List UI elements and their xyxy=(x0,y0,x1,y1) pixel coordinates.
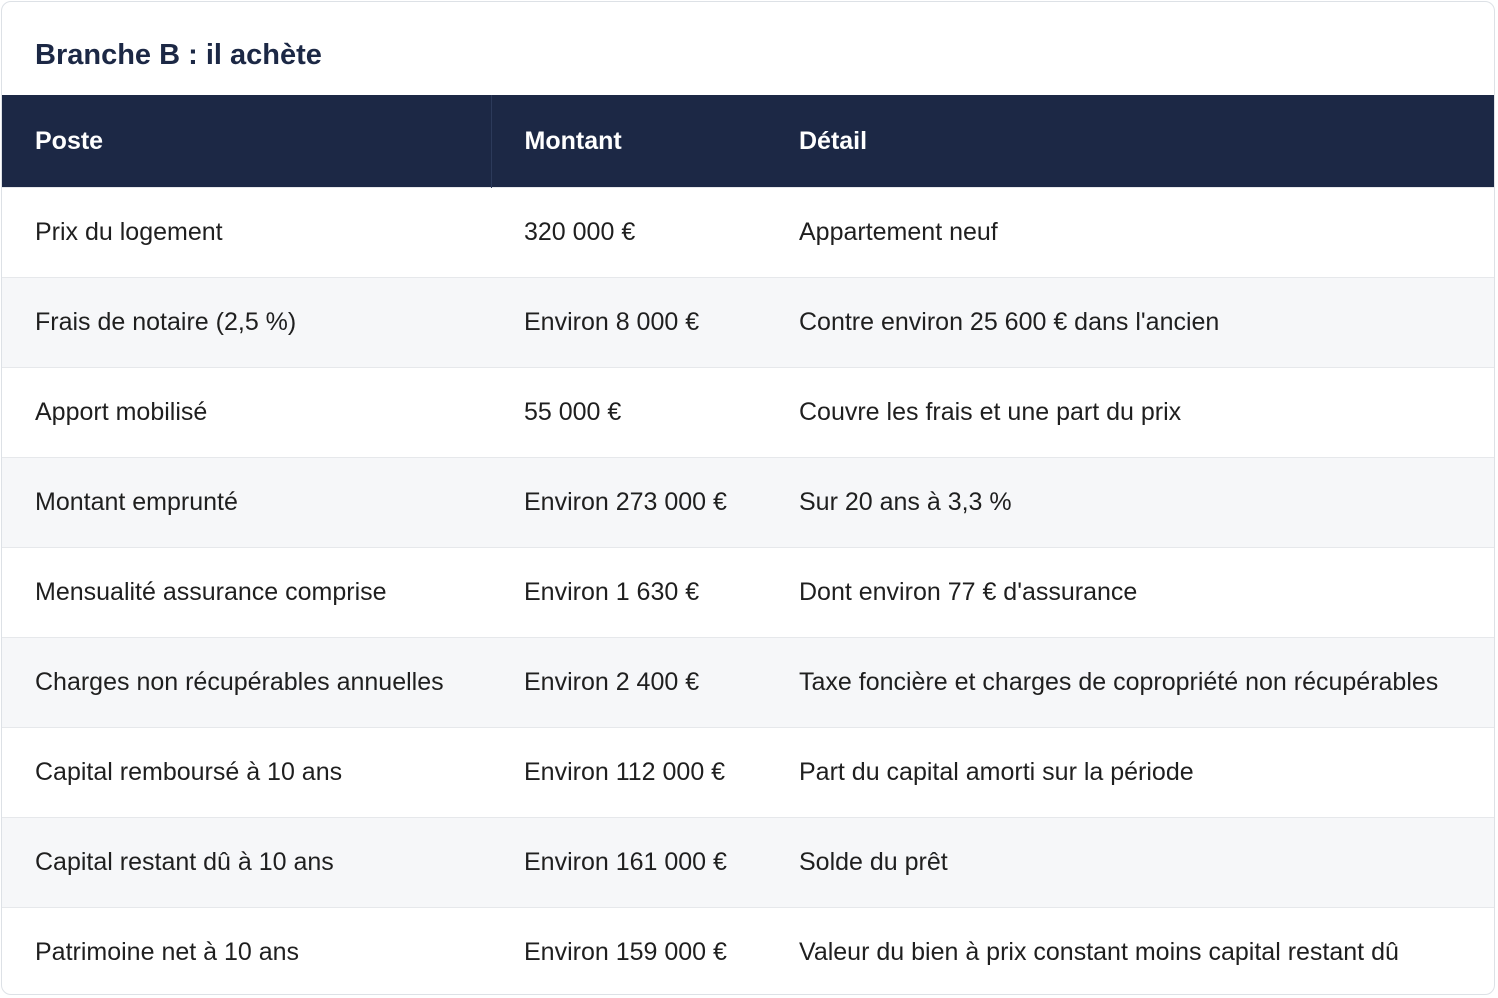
header-row: Poste Montant Détail xyxy=(2,95,1494,188)
table-cell: Environ 2 400 € xyxy=(491,637,766,728)
table-cell: 55 000 € xyxy=(491,367,766,458)
table-cell: Dont environ 77 € d'assurance xyxy=(766,547,1494,638)
table-cell: Mensualité assurance comprise xyxy=(2,547,491,638)
table-cell: Environ 112 000 € xyxy=(491,727,766,818)
table-row: Prix du logement 320 000 € Appartement neu… xyxy=(2,187,1494,278)
table-cell: Patrimoine net à 10 ans xyxy=(2,907,491,994)
table-cell: Taxe foncière et charges de copropriété … xyxy=(766,637,1494,728)
column-header: Poste xyxy=(2,95,492,188)
column-header: Montant xyxy=(491,95,766,188)
table-cell: Environ 1 630 € xyxy=(491,547,766,638)
table-cell: Appartement neuf xyxy=(766,187,1494,278)
table-cell: Montant emprunté xyxy=(2,457,491,548)
table-cell: Prix du logement xyxy=(2,187,491,278)
table-cell: 320 000 € xyxy=(491,187,766,278)
table-row: Capital remboursé à 10 ans Environ 112 00… xyxy=(2,727,1494,818)
table-cell: Contre environ 25 600 € dans l'ancien xyxy=(766,277,1494,368)
table: Poste Montant Détail Prix du logement 320 0… xyxy=(2,95,1494,994)
table-cell: Apport mobilisé xyxy=(2,367,491,458)
table-body: Prix du logement 320 000 € Appartement neu… xyxy=(2,187,1494,994)
table-row: Patrimoine net à 10 ans Environ 159 000 €… xyxy=(2,907,1494,994)
table-cell: Capital remboursé à 10 ans xyxy=(2,727,491,818)
table-row: Montant emprunté Environ 273 000 € Sur 20 … xyxy=(2,457,1494,548)
card-title: Branche B : il achète xyxy=(35,39,322,71)
table-cell: Charges non récupérables annuelles xyxy=(2,637,491,728)
table-cell: Capital restant dû à 10 ans xyxy=(2,817,491,908)
table-cell: Valeur du bien à prix constant moins cap… xyxy=(766,907,1494,994)
table-cell: Environ 8 000 € xyxy=(491,277,766,368)
table-row: Frais de notaire (2,5 %) Environ 8 000 € C… xyxy=(2,277,1494,368)
table-cell: Frais de notaire (2,5 %) xyxy=(2,277,491,368)
table-row: Charges non récupérables annuelles Enviro… xyxy=(2,637,1494,728)
table-cell: Environ 161 000 € xyxy=(491,817,766,908)
table-cell: Couvre les frais et une part du prix xyxy=(766,367,1494,458)
table-cell: Part du capital amorti sur la période xyxy=(766,727,1494,818)
table-cell: Sur 20 ans à 3,3 % xyxy=(766,457,1494,548)
column-header: Détail xyxy=(766,95,1494,188)
table-row: Capital restant dû à 10 ans Environ 161 0… xyxy=(2,817,1494,908)
table-cell: Solde du prêt xyxy=(766,817,1494,908)
table-cell: Environ 273 000 € xyxy=(491,457,766,548)
table-row: Mensualité assurance comprise Environ 1 6… xyxy=(2,547,1494,638)
table-cell: Environ 159 000 € xyxy=(491,907,766,994)
table-row: Apport mobilisé 55 000 € Couvre les frais … xyxy=(2,367,1494,458)
